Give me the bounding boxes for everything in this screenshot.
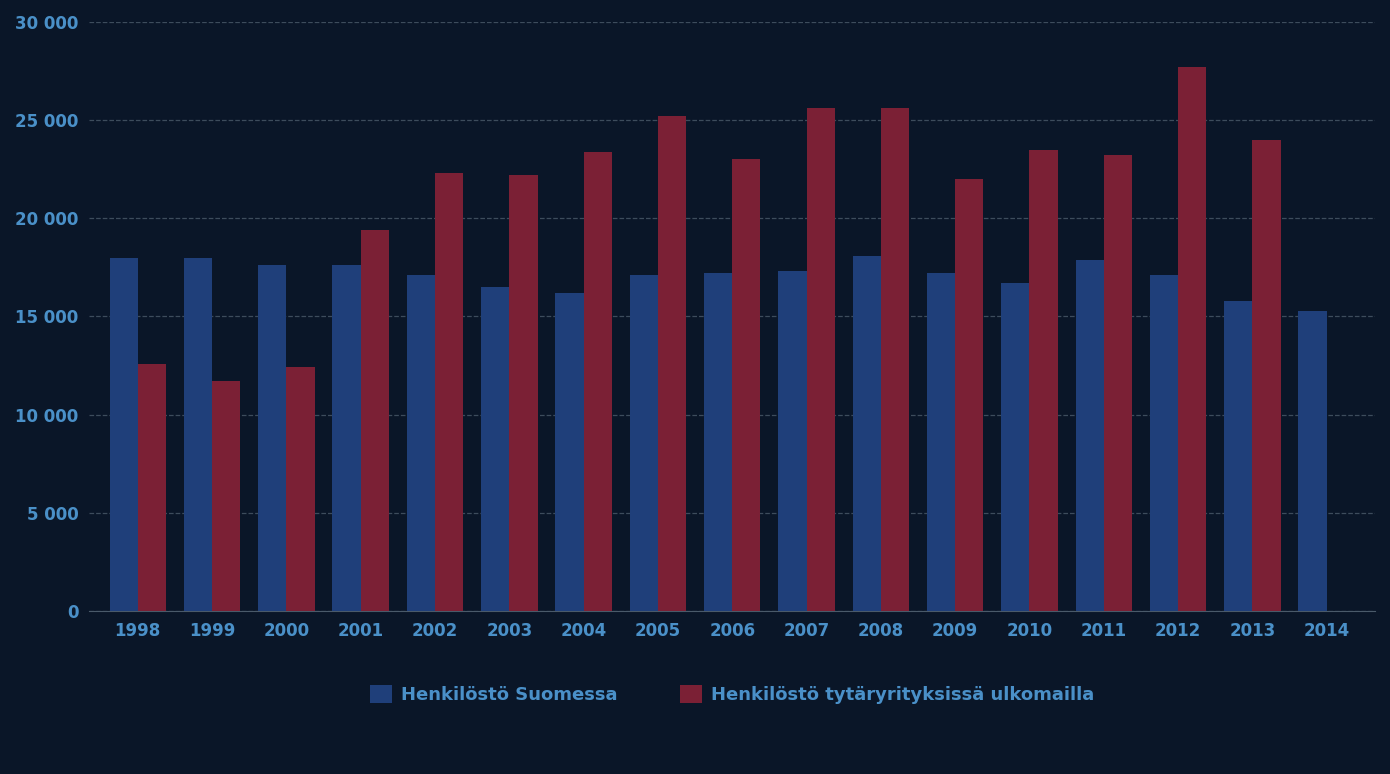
Bar [556, 293, 584, 611]
Bar [1225, 301, 1252, 611]
Bar [286, 368, 314, 611]
Bar [138, 364, 165, 611]
Bar [1150, 276, 1179, 611]
Bar [1030, 149, 1058, 611]
Bar [778, 272, 806, 611]
Bar [703, 273, 733, 611]
Bar [733, 159, 760, 611]
Bar [852, 255, 881, 611]
Bar [955, 179, 983, 611]
Bar [1298, 310, 1326, 611]
Bar [630, 276, 657, 611]
Bar [1076, 259, 1104, 611]
Bar [332, 265, 361, 611]
Bar [259, 265, 286, 611]
Bar [1001, 283, 1030, 611]
Bar [407, 276, 435, 611]
Bar [657, 116, 687, 611]
Bar [1104, 156, 1131, 611]
Bar [435, 173, 463, 611]
Bar [509, 175, 538, 611]
Bar [927, 273, 955, 611]
Bar [1179, 67, 1207, 611]
Legend: Henkilöstö Suomessa, Henkilöstö tytäryrityksissä ulkomailla: Henkilöstö Suomessa, Henkilöstö tytäryri… [370, 685, 1094, 704]
Bar [806, 108, 835, 611]
Bar [361, 230, 389, 611]
Bar [584, 152, 612, 611]
Bar [881, 108, 909, 611]
Bar [183, 258, 213, 611]
Bar [213, 382, 240, 611]
Bar [481, 287, 509, 611]
Bar [1252, 140, 1280, 611]
Bar [110, 258, 138, 611]
